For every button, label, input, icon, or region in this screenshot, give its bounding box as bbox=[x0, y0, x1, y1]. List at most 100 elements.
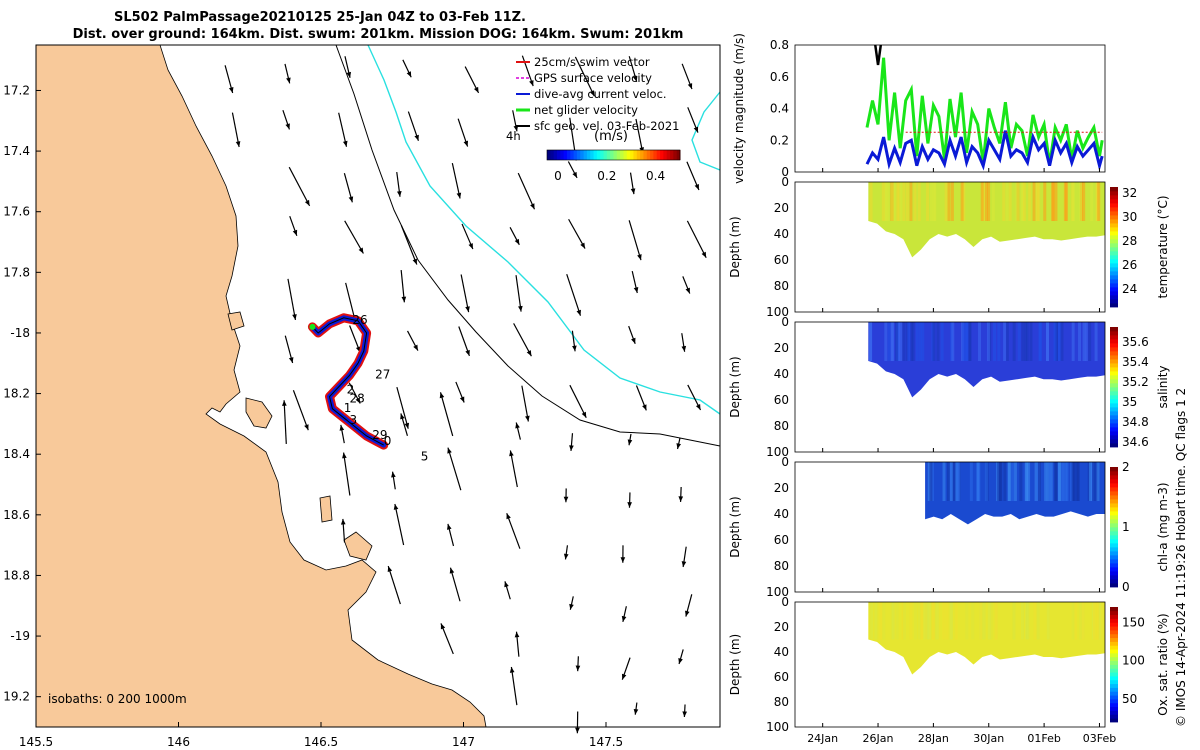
current-vector-head bbox=[391, 471, 396, 478]
current-vector-shaft bbox=[287, 278, 297, 321]
colorbar-segment bbox=[1110, 243, 1118, 248]
velocity-ylabel: velocity magnitude (m/s) bbox=[732, 33, 746, 184]
depth-section-stripe bbox=[1019, 462, 1023, 501]
colorbar-segment bbox=[1110, 223, 1118, 228]
current-vector-head bbox=[412, 258, 417, 265]
colorbar-segment bbox=[1110, 339, 1118, 344]
colorbar-segment bbox=[1110, 403, 1118, 408]
colorbar-segment bbox=[1110, 702, 1118, 708]
map-y-tick-label: 19.2 bbox=[3, 690, 30, 704]
current-vector-head bbox=[676, 443, 682, 450]
colorbar-segment bbox=[656, 150, 661, 160]
colorbar-segment bbox=[1110, 579, 1118, 584]
current-vector-head bbox=[468, 243, 473, 250]
figure-title-line1: SL502 PalmPassage20210125 25-Jan 04Z to … bbox=[114, 10, 526, 25]
colorbar-segment bbox=[1110, 487, 1118, 492]
current-vector-shaft bbox=[569, 384, 587, 419]
colorbar-tick-label: 50 bbox=[1122, 692, 1137, 706]
depth-section-stripe bbox=[1062, 462, 1066, 501]
map-x-tick-label: 147.5 bbox=[589, 735, 623, 749]
current-vector-head bbox=[396, 190, 402, 197]
colorbar-segment bbox=[553, 150, 558, 160]
depth-section-stripe bbox=[1027, 462, 1031, 501]
current-vector-head bbox=[282, 400, 287, 406]
depth-frame-3 bbox=[794, 601, 1106, 728]
velocity-y-tick: 0.2 bbox=[770, 133, 789, 147]
current-vector-head bbox=[580, 242, 586, 249]
colorbar-segment bbox=[1110, 519, 1118, 524]
depth-section-stripe bbox=[945, 602, 949, 640]
colorbar-segment bbox=[1110, 471, 1118, 476]
depth-section-stripe bbox=[1013, 462, 1017, 501]
depth-section-stripe bbox=[929, 182, 933, 221]
depth-section-stripe bbox=[1002, 182, 1006, 221]
current-vector-head bbox=[286, 77, 291, 84]
depth-section-stripe bbox=[1064, 182, 1068, 221]
colorbar-segment bbox=[613, 150, 618, 160]
current-vector-shaft bbox=[574, 56, 595, 97]
depth-section-stripe bbox=[949, 602, 953, 640]
colorbar-segment bbox=[1110, 351, 1118, 356]
colorbar-segment bbox=[1110, 660, 1118, 665]
depth-y-tick: 40 bbox=[774, 507, 789, 521]
depth-section-stripe bbox=[987, 182, 991, 221]
current-vector-head bbox=[529, 80, 534, 87]
colorbar-segment bbox=[1110, 371, 1118, 376]
depth-section-stripe bbox=[881, 182, 885, 221]
depth-section-stripe bbox=[1005, 182, 1009, 221]
current-vector-head bbox=[620, 557, 626, 563]
colorbar-segment bbox=[563, 150, 568, 160]
depth-y-tick: 80 bbox=[774, 419, 789, 433]
depth-section-stripe bbox=[1093, 602, 1097, 640]
depth-section-stripe bbox=[984, 462, 988, 501]
current-vector-head bbox=[473, 86, 479, 93]
depth-y-tick: 100 bbox=[766, 445, 789, 459]
colorbar-segment bbox=[1110, 649, 1118, 654]
colorbar-segment bbox=[1110, 195, 1118, 200]
current-vector-head bbox=[355, 397, 361, 404]
colorbar-segment bbox=[653, 150, 658, 160]
current-vector-shaft bbox=[344, 220, 364, 254]
depth-section-stripe bbox=[1011, 462, 1015, 501]
colorbar-segment bbox=[1110, 691, 1118, 696]
current-vector-head bbox=[413, 344, 418, 351]
depth-section-stripe bbox=[1081, 602, 1085, 640]
depth-section-stripe bbox=[892, 182, 896, 221]
colorbar-segment bbox=[1110, 710, 1118, 715]
map-frame bbox=[35, 44, 721, 728]
depth-section-stripe bbox=[869, 322, 873, 361]
depth-section-stripe bbox=[992, 322, 996, 361]
depth-section-stripe bbox=[986, 322, 990, 361]
current-vector-head bbox=[563, 553, 569, 560]
depth-section-stripe bbox=[909, 602, 913, 640]
colorbar-segment bbox=[1110, 695, 1118, 700]
colorbar-segment bbox=[1110, 275, 1118, 280]
colorbar-segment bbox=[633, 150, 638, 160]
velocity-y-tick: 0.6 bbox=[770, 70, 789, 84]
colorbar-segment bbox=[660, 150, 664, 160]
current-vector-head bbox=[404, 422, 410, 429]
depth-section-stripe bbox=[1088, 462, 1092, 501]
depth-section-stripe bbox=[911, 322, 915, 361]
colorbar-tick-label: 35.6 bbox=[1122, 335, 1149, 349]
current-vector-head bbox=[514, 238, 520, 245]
depth-section-stripe bbox=[1071, 602, 1075, 640]
colorbar-segment bbox=[1110, 559, 1118, 564]
current-vector-head bbox=[627, 502, 632, 508]
colorbar-segment bbox=[1110, 227, 1118, 232]
colorbar-tick-label: 35.2 bbox=[1122, 375, 1149, 389]
current-vector-head bbox=[414, 134, 419, 141]
depth-section-stripe bbox=[884, 322, 888, 361]
map-ticks: 145.5 146 146.5 147 147.5 17.2 17.4 17.6 17.8 -18… bbox=[3, 83, 623, 749]
current-vector-head bbox=[569, 445, 574, 451]
depth-section-fill bbox=[868, 322, 1105, 398]
depth-section-stripe bbox=[922, 602, 926, 640]
track-line bbox=[312, 317, 384, 446]
current-vector-head bbox=[530, 203, 535, 210]
colorbar-segment bbox=[1110, 630, 1118, 635]
current-vector-head bbox=[339, 424, 345, 431]
depth-section-stripe bbox=[1097, 182, 1101, 221]
current-vector-shaft bbox=[283, 400, 287, 444]
depth-section-stripe bbox=[1095, 182, 1099, 221]
track-day-label: 0 bbox=[384, 434, 392, 448]
